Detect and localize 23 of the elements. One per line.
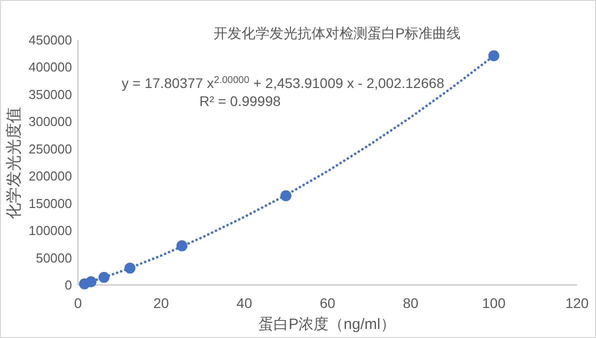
point	[488, 50, 500, 62]
annotation: R² = 0.99998	[199, 93, 281, 109]
x-tick-label: 120	[565, 295, 589, 311]
x-tick-label: 40	[236, 295, 252, 311]
chart-title: 开发化学发光抗体对检测蛋白P标准曲线	[213, 25, 461, 41]
annotation: y = 17.80377 x$^{2.00000}$ + 2,453.91009 x - 2,002.12668	[122, 74, 445, 91]
y-tick-label: 250000	[28, 141, 72, 156]
x-tick-label: 60	[320, 295, 336, 311]
y-tick-label: 300000	[28, 114, 72, 130]
x-tick-label: 20	[153, 295, 170, 311]
y-tick-label: 400000	[28, 60, 72, 75]
y-tick-label: 450000	[28, 32, 72, 48]
y-tick-label: 150000	[28, 196, 72, 211]
y-tick-label: 0	[64, 278, 72, 292]
x-tick-label: 100	[482, 295, 506, 311]
y-tick-label: 50000	[36, 250, 72, 266]
y-tick-label: 350000	[28, 86, 72, 102]
y-axis-title: 化学发光光度值	[5, 107, 23, 219]
x-tick-label: 0	[74, 295, 82, 311]
y-tick-label: 100000	[28, 223, 72, 238]
x-tick-label: 80	[402, 295, 419, 311]
x-axis-title: 蛋白P浓度（ng/ml）	[258, 316, 396, 333]
y-tick-label: 200000	[28, 168, 72, 184]
